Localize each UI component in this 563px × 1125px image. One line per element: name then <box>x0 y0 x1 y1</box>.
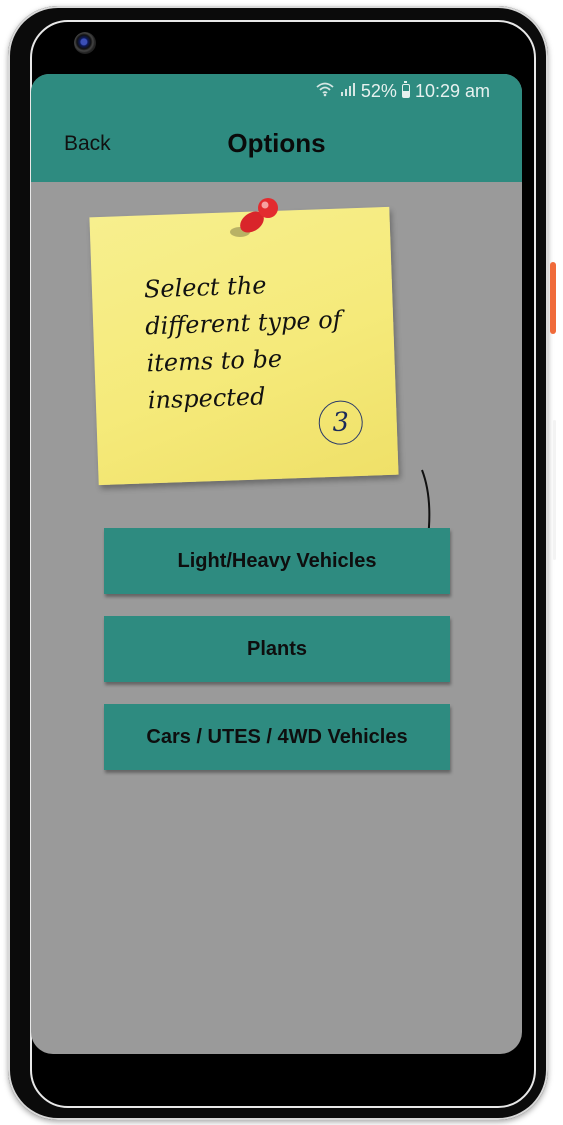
front-camera-icon <box>74 32 96 54</box>
back-button[interactable]: Back <box>64 132 111 155</box>
option-light-heavy-vehicles-button[interactable]: Light/Heavy Vehicles <box>104 528 450 594</box>
option-cars-utes-4wd-button[interactable]: Cars / UTES / 4WD Vehicles <box>104 704 450 770</box>
app-bar: 52% 10:29 am Back Options <box>31 74 522 182</box>
battery-percent: 52% <box>360 80 397 101</box>
signal-icon <box>340 81 356 101</box>
step-number-badge: 3 <box>317 399 364 446</box>
volume-button <box>553 420 556 560</box>
push-pin-icon <box>230 198 278 237</box>
wifi-icon <box>315 81 335 101</box>
clock-time: 10:29 am <box>414 80 490 101</box>
option-plants-button[interactable]: Plants <box>104 616 450 682</box>
page-title: Options <box>227 128 326 158</box>
power-button <box>550 262 556 334</box>
note-text: Select the different type of items to be… <box>143 271 343 415</box>
battery-icon <box>401 81 410 98</box>
status-bar: 52% 10:29 am <box>315 80 490 102</box>
